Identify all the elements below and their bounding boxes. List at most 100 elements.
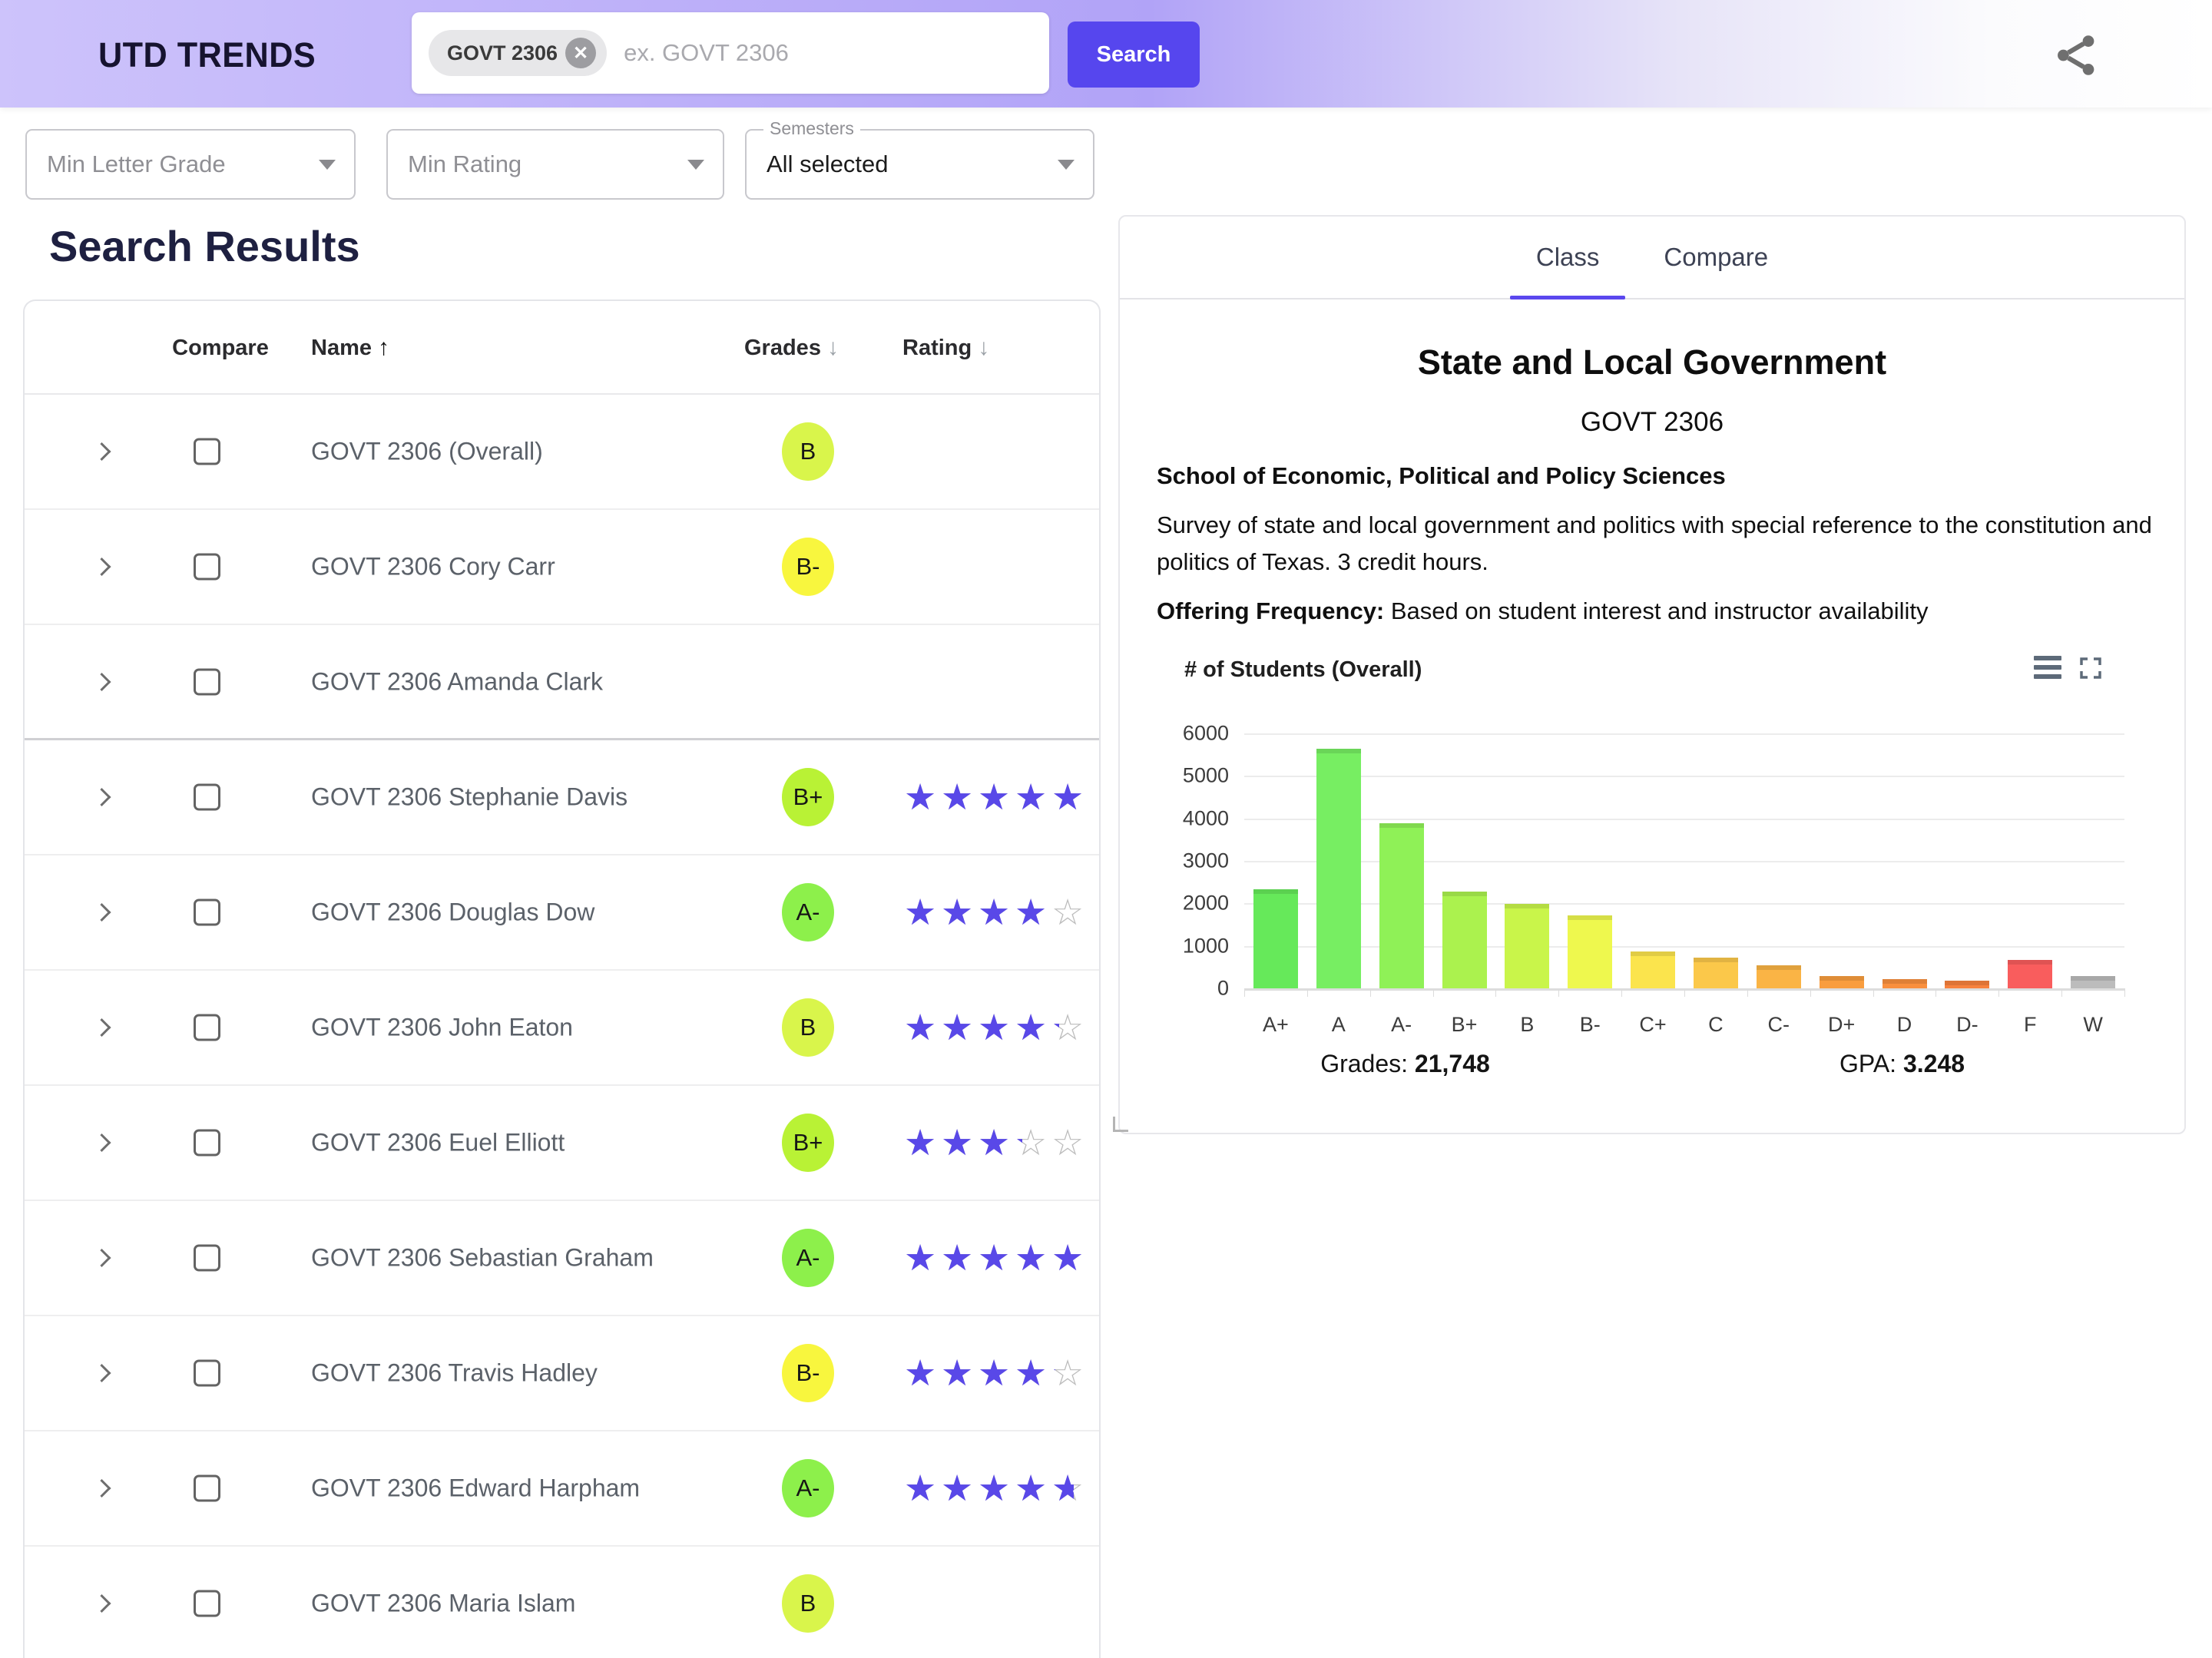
grade-badge: A- xyxy=(782,1229,834,1287)
tab-class[interactable]: Class xyxy=(1504,217,1632,299)
grade-distribution-chart: 0 1000 2000 3000 4000 5000 6000 A+ A A- B+ B B- C+ C C-… xyxy=(1183,722,2125,1044)
row-name[interactable]: GOVT 2306 Edward Harpham xyxy=(311,1474,641,1502)
star-icon: ☆★ xyxy=(941,1468,974,1508)
chart-bar-C-[interactable] xyxy=(1756,965,1801,988)
column-header-grades[interactable]: Grades ↓ xyxy=(744,335,839,360)
search-chip-label: GOVT 2306 xyxy=(447,41,558,65)
star-icon: ☆★ xyxy=(941,1122,974,1163)
expand-row-chevron-icon[interactable] xyxy=(92,902,111,922)
chart-bar-C+[interactable] xyxy=(1631,951,1676,988)
chart-bar-C[interactable] xyxy=(1693,957,1738,988)
row-name[interactable]: GOVT 2306 Sebastian Graham xyxy=(311,1243,654,1272)
star-icon: ☆★ xyxy=(978,892,1011,932)
expand-row-chevron-icon[interactable] xyxy=(92,787,111,807)
chart-bar-A+[interactable] xyxy=(1253,889,1298,988)
expand-row-chevron-icon[interactable] xyxy=(92,1018,111,1037)
chart-bar-B[interactable] xyxy=(1505,904,1550,988)
y-axis-tick-label: 6000 xyxy=(1182,721,1229,745)
row-name[interactable]: GOVT 2306 Stephanie Davis xyxy=(311,783,628,811)
x-axis-tick-label: B+ xyxy=(1451,1013,1478,1036)
compare-checkbox[interactable] xyxy=(194,438,220,465)
chart-bar-B-[interactable] xyxy=(1568,915,1613,988)
column-header-name[interactable]: Name ↑ xyxy=(311,335,389,360)
gridline xyxy=(1244,733,2124,735)
table-body: GOVT 2306 (Overall) B GOVT 2306 Cory Carr B… xyxy=(25,395,1099,1658)
expand-row-chevron-icon[interactable] xyxy=(92,1363,111,1383)
compare-checkbox[interactable] xyxy=(194,1474,220,1502)
expand-row-chevron-icon[interactable] xyxy=(92,1478,111,1498)
semesters-select[interactable]: Semesters All selected xyxy=(745,118,1094,200)
x-axis-tick-label: B- xyxy=(1579,1013,1601,1036)
star-icon: ☆★ xyxy=(978,1122,1011,1163)
row-name[interactable]: GOVT 2306 Amanda Clark xyxy=(311,667,604,695)
compare-checkbox[interactable] xyxy=(194,1129,220,1157)
y-axis-tick-label: 3000 xyxy=(1182,849,1229,872)
y-axis-tick-label: 1000 xyxy=(1182,934,1229,958)
compare-checkbox[interactable] xyxy=(194,1014,220,1041)
star-icon: ☆★ xyxy=(904,776,937,817)
x-axis-tick-label: D xyxy=(1896,1013,1912,1036)
class-code: GOVT 2306 xyxy=(1580,407,1724,437)
compare-checkbox[interactable] xyxy=(194,668,220,695)
chart-bar-W[interactable] xyxy=(2071,975,2116,988)
gridline xyxy=(1244,945,2124,948)
chart-bar-D+[interactable] xyxy=(1819,975,1864,988)
x-axis-tick xyxy=(1558,988,1560,997)
min-rating-select[interactable]: Min Rating xyxy=(386,129,724,200)
row-name[interactable]: GOVT 2306 (Overall) xyxy=(311,437,543,465)
chevron-down-icon xyxy=(687,159,704,170)
row-name[interactable]: GOVT 2306 Travis Hadley xyxy=(311,1359,598,1387)
table-row: GOVT 2306 Cory Carr B- xyxy=(25,510,1099,625)
row-name[interactable]: GOVT 2306 Euel Elliott xyxy=(311,1128,565,1157)
star-icon: ☆★ xyxy=(941,892,974,932)
compare-checkbox[interactable] xyxy=(194,898,220,926)
compare-checkbox[interactable] xyxy=(194,1244,220,1272)
column-header-rating[interactable]: Rating ↓ xyxy=(902,335,990,360)
expand-row-chevron-icon[interactable] xyxy=(92,1593,111,1613)
chip-remove-icon[interactable]: ✕ xyxy=(565,38,597,68)
min-letter-grade-select[interactable]: Min Letter Grade xyxy=(25,129,356,200)
app-logo: UTD TRENDS xyxy=(98,35,316,74)
star-icon: ☆★ xyxy=(941,1237,974,1278)
expand-row-chevron-icon[interactable] xyxy=(92,672,111,691)
compare-checkbox[interactable] xyxy=(194,553,220,581)
chart-bar-A-[interactable] xyxy=(1379,822,1424,988)
chart-bar-F[interactable] xyxy=(2008,960,2053,988)
expand-row-chevron-icon[interactable] xyxy=(92,557,111,577)
chart-bar-D-[interactable] xyxy=(1945,980,1990,988)
compare-checkbox[interactable] xyxy=(194,1359,220,1387)
compare-checkbox[interactable] xyxy=(194,783,220,811)
expand-row-chevron-icon[interactable] xyxy=(92,442,111,462)
share-icon[interactable] xyxy=(2049,29,2101,81)
chart-fullscreen-icon[interactable] xyxy=(2078,656,2103,680)
x-axis-tick xyxy=(1244,988,1245,997)
star-icon: ☆ xyxy=(1051,1122,1084,1163)
row-name[interactable]: GOVT 2306 Maria Islam xyxy=(311,1589,576,1617)
expand-row-chevron-icon[interactable] xyxy=(92,1133,111,1153)
chart-bar-B+[interactable] xyxy=(1442,892,1487,988)
tab-bar: Class Compare xyxy=(1120,217,2184,299)
search-button[interactable]: Search xyxy=(1068,22,1200,88)
chart-menu-icon[interactable] xyxy=(2034,656,2061,679)
row-name[interactable]: GOVT 2306 Cory Carr xyxy=(311,552,555,581)
expand-row-chevron-icon[interactable] xyxy=(92,1248,111,1268)
search-chip[interactable]: GOVT 2306 ✕ xyxy=(429,30,608,76)
search-bar[interactable]: GOVT 2306 ✕ ex. GOVT 2306 xyxy=(412,12,1049,94)
x-axis-tick-label: C+ xyxy=(1639,1013,1667,1036)
row-name[interactable]: GOVT 2306 Douglas Dow xyxy=(311,898,595,926)
table-header: Compare Name ↑ Grades ↓ Rating ↓ xyxy=(25,301,1099,395)
grade-badge: B xyxy=(782,422,834,481)
chart-bar-D[interactable] xyxy=(1882,978,1927,988)
search-input[interactable]: ex. GOVT 2306 xyxy=(624,39,789,66)
gridline xyxy=(1244,861,2124,862)
compare-checkbox[interactable] xyxy=(194,1590,220,1617)
grade-badge: A- xyxy=(782,1459,834,1517)
star-icon: ☆★ xyxy=(1051,1352,1084,1393)
star-icon: ☆★ xyxy=(1015,776,1048,817)
panel-resize-grip[interactable] xyxy=(1113,1117,1128,1132)
tab-compare[interactable]: Compare xyxy=(1664,243,1769,271)
grade-badge: B+ xyxy=(782,768,834,826)
rating-stars: ☆★☆★☆★☆★☆★ xyxy=(904,1352,1088,1394)
row-name[interactable]: GOVT 2306 John Eaton xyxy=(311,1013,573,1041)
chart-bar-A[interactable] xyxy=(1316,749,1361,988)
